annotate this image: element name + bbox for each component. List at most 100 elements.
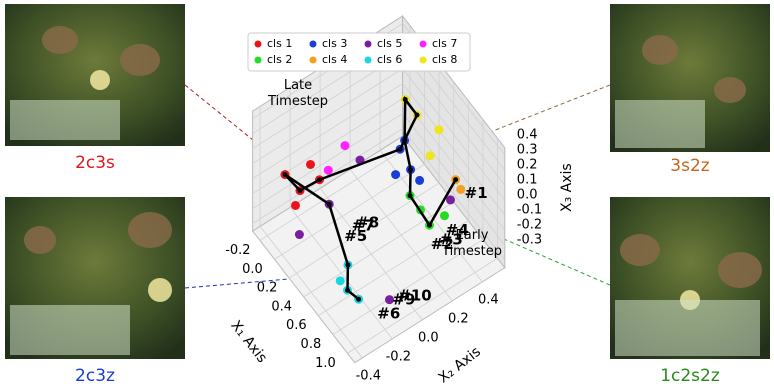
- trajectory-vertex: [402, 96, 408, 102]
- y-tick-label: 0.0: [418, 330, 439, 345]
- x-tick-label: 0.4: [271, 299, 292, 314]
- z-tick-label: 0.1: [517, 173, 538, 188]
- legend-marker: [364, 40, 372, 48]
- legend-label: cls 8: [432, 53, 457, 66]
- x-tick-label: -0.2: [225, 243, 250, 258]
- grid-line: [259, 226, 363, 359]
- trajectory-vertex: [345, 287, 350, 293]
- legend-label: cls 3: [322, 37, 347, 50]
- point: [335, 276, 345, 286]
- panel-label: 3s2z: [670, 156, 709, 176]
- annotation: #4: [446, 221, 469, 239]
- grid-line: [288, 182, 440, 279]
- grid-line: [259, 145, 411, 241]
- legend-marker: [309, 40, 317, 48]
- trajectory-vertex: [414, 112, 420, 118]
- grid-line: [349, 169, 453, 302]
- y-tick-label: 0.4: [478, 292, 499, 307]
- point: [323, 165, 333, 175]
- trajectory-vertex: [297, 188, 303, 194]
- z-tick-label: 0.4: [517, 128, 538, 143]
- legend-label: cls 1: [267, 37, 292, 50]
- trajectory-vertex: [356, 296, 362, 302]
- point: [446, 195, 455, 205]
- trajectory-vertex: [282, 172, 288, 178]
- legend-label: cls 6: [377, 53, 402, 66]
- connector: [184, 277, 301, 289]
- trajectory-vertex: [345, 262, 351, 268]
- text-overlay: [10, 100, 760, 356]
- legend-label: cls 4: [322, 53, 347, 66]
- grid-line: [332, 239, 484, 335]
- legend-marker: [309, 56, 317, 64]
- annotation: #6: [377, 304, 400, 322]
- point: [340, 141, 350, 151]
- legend-label: cls 2: [267, 53, 292, 66]
- grid-line: [252, 98, 403, 194]
- annotation: #1: [465, 184, 488, 202]
- trajectory-vertex: [407, 193, 413, 199]
- z-axis-label: X₃ Axis: [559, 163, 575, 212]
- grid-line: [347, 257, 498, 354]
- annotation: #9: [392, 290, 415, 308]
- point: [385, 295, 394, 305]
- trajectory-vertex: [326, 201, 332, 207]
- z-tick-label: -0.1: [517, 203, 542, 218]
- z-tick-label: 0.3: [517, 143, 538, 158]
- trajectory-vertex: [453, 177, 459, 183]
- x-tick-label: 0.8: [301, 337, 322, 352]
- point: [456, 184, 466, 194]
- trajectory-vertex: [397, 146, 403, 152]
- grid-line: [274, 163, 425, 260]
- annotation: #8: [356, 214, 379, 232]
- units: [24, 26, 762, 288]
- legend-marker: [254, 56, 262, 64]
- legend-label: cls 5: [377, 37, 402, 50]
- point: [391, 170, 401, 180]
- legend-marker: [419, 40, 427, 48]
- grid-line: [402, 128, 506, 261]
- grid-line: [318, 220, 469, 316]
- annotation: #2: [431, 235, 454, 253]
- trajectory-vertex: [317, 177, 322, 183]
- legend: cls 1 cls 2 cls 3 cls 4 cls 5 cls 6 cls 7 cls 8: [247, 32, 471, 72]
- legend-box: [247, 32, 471, 72]
- trajectory-vertex: [402, 137, 408, 143]
- early-label: Early Timestep: [442, 228, 502, 259]
- panel-label: 2c3s: [75, 153, 115, 173]
- grid-line: [402, 53, 506, 186]
- point: [306, 159, 315, 169]
- y-axis-label: X₂ Axis: [436, 344, 484, 387]
- legend-marker: [364, 56, 372, 64]
- legend-marker: [419, 56, 427, 64]
- point: [294, 230, 304, 240]
- x-tick-label: 0.6: [286, 318, 307, 333]
- z-tick-label: 0.0: [517, 188, 538, 203]
- trajectory-vertex: [408, 167, 414, 173]
- screenshots: [5, 4, 770, 359]
- y-tick-label: 0.2: [448, 311, 469, 326]
- grid-line: [289, 207, 393, 340]
- panel-label: 1c2s2z: [660, 366, 720, 386]
- grid-line: [252, 68, 403, 164]
- annotation: #5: [344, 227, 367, 245]
- panel-label: 2c3z: [75, 366, 115, 386]
- point: [415, 175, 425, 185]
- annotation: #10: [398, 287, 431, 305]
- x-tick-label: 1.0: [315, 356, 336, 371]
- legend-marker: [254, 40, 262, 48]
- x-tick-label: 0.0: [242, 262, 263, 277]
- point: [425, 151, 435, 161]
- grid-line: [252, 83, 403, 179]
- z-tick-label: -0.3: [517, 233, 542, 248]
- grid-line: [252, 113, 403, 209]
- z-tick-label: 0.2: [517, 158, 538, 173]
- legend-label: cls 7: [432, 37, 457, 50]
- annotation: #7: [352, 216, 375, 234]
- y-tick-label: -0.2: [386, 349, 411, 364]
- point: [291, 200, 300, 210]
- x-axis-label: X₁ Axis: [227, 318, 270, 366]
- y-tick-label: -0.4: [356, 368, 381, 383]
